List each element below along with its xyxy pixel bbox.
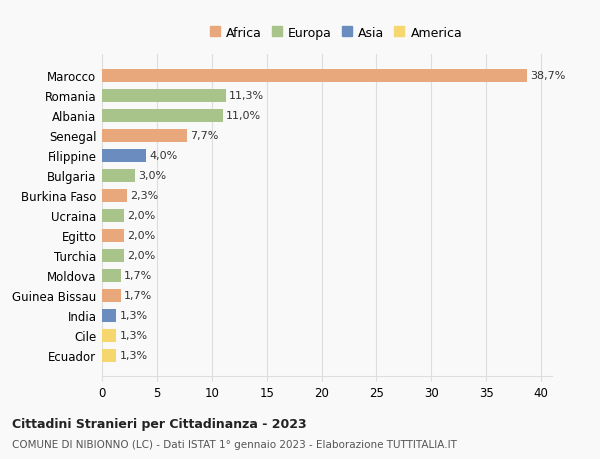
Bar <box>102 70 527 83</box>
Legend: Africa, Europa, Asia, America: Africa, Europa, Asia, America <box>206 23 466 43</box>
Bar <box>102 209 124 222</box>
Text: Cittadini Stranieri per Cittadinanza - 2023: Cittadini Stranieri per Cittadinanza - 2… <box>12 417 307 430</box>
Bar <box>102 129 187 142</box>
Text: 2,0%: 2,0% <box>127 231 155 241</box>
Text: 38,7%: 38,7% <box>530 71 565 81</box>
Bar <box>102 329 116 342</box>
Text: 2,0%: 2,0% <box>127 211 155 221</box>
Bar <box>102 249 124 262</box>
Text: 11,3%: 11,3% <box>229 91 265 101</box>
Text: 1,3%: 1,3% <box>119 310 148 320</box>
Text: 11,0%: 11,0% <box>226 111 261 121</box>
Bar <box>102 90 226 102</box>
Bar <box>102 169 135 182</box>
Text: 3,0%: 3,0% <box>138 171 166 181</box>
Bar <box>102 289 121 302</box>
Text: 1,7%: 1,7% <box>124 270 152 280</box>
Text: 2,0%: 2,0% <box>127 251 155 261</box>
Text: 1,7%: 1,7% <box>124 291 152 301</box>
Text: 1,3%: 1,3% <box>119 350 148 360</box>
Bar <box>102 349 116 362</box>
Bar <box>102 229 124 242</box>
Text: 7,7%: 7,7% <box>190 131 218 141</box>
Bar <box>102 150 146 162</box>
Bar <box>102 269 121 282</box>
Text: 1,3%: 1,3% <box>119 330 148 340</box>
Bar <box>102 309 116 322</box>
Bar <box>102 110 223 123</box>
Text: 2,3%: 2,3% <box>131 191 159 201</box>
Text: 4,0%: 4,0% <box>149 151 178 161</box>
Bar <box>102 189 127 202</box>
Text: COMUNE DI NIBIONNO (LC) - Dati ISTAT 1° gennaio 2023 - Elaborazione TUTTITALIA.I: COMUNE DI NIBIONNO (LC) - Dati ISTAT 1° … <box>12 440 457 449</box>
